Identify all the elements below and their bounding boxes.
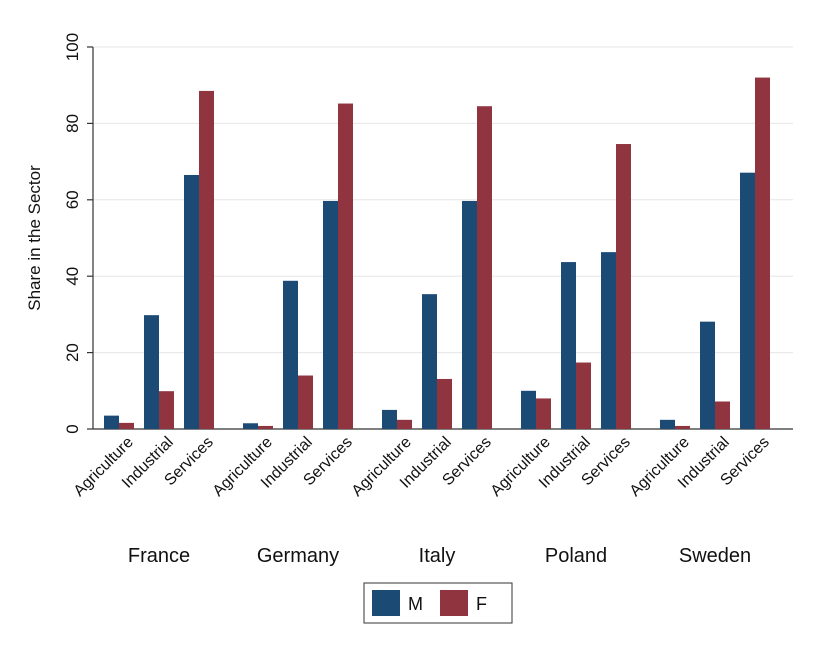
bar-poland-services-f: [616, 144, 631, 429]
category-label-sweden-agriculture: Agriculture: [627, 434, 693, 500]
bar-poland-services-m: [601, 252, 616, 429]
bar-sweden-industrial-m: [700, 321, 715, 429]
legend-swatch-m: [372, 590, 400, 616]
bar-sweden-agriculture-m: [660, 419, 675, 429]
legend-swatch-f: [440, 590, 468, 616]
bar-germany-industrial-m: [283, 280, 298, 429]
y-tick-label-60: 60: [63, 190, 82, 209]
bar-france-agriculture-f: [119, 422, 134, 429]
group-label-poland: Poland: [545, 545, 607, 567]
bar-france-agriculture-m: [104, 415, 119, 429]
bar-italy-agriculture-m: [382, 409, 397, 429]
bar-france-industrial-m: [144, 315, 159, 429]
bar-poland-agriculture-m: [521, 390, 536, 429]
y-tick-label-100: 100: [63, 33, 82, 61]
category-label-germany-agriculture: Agriculture: [210, 434, 276, 500]
bar-france-industrial-f: [159, 391, 174, 429]
bar-italy-services-f: [477, 106, 492, 430]
bar-poland-industrial-f: [576, 362, 591, 429]
bar-france-services-f: [199, 90, 214, 430]
bar-sweden-services-f: [755, 77, 770, 429]
legend-label-f: F: [476, 594, 487, 614]
legend-label-m: M: [408, 594, 423, 614]
y-tick-label-40: 40: [63, 267, 82, 286]
bar-sweden-industrial-f: [715, 401, 730, 429]
group-label-france: France: [128, 545, 190, 567]
bar-germany-agriculture-f: [258, 425, 273, 429]
bar-poland-industrial-m: [561, 262, 576, 429]
category-label-poland-agriculture: Agriculture: [488, 434, 554, 500]
bar-italy-services-m: [462, 200, 477, 429]
y-axis-title: Share in the Sector: [25, 165, 44, 311]
category-label-italy-agriculture: Agriculture: [349, 434, 415, 500]
y-tick-label-80: 80: [63, 114, 82, 133]
bar-sweden-services-m: [740, 172, 755, 430]
group-label-italy: Italy: [419, 545, 456, 567]
y-tick-label-0: 0: [63, 424, 82, 433]
bar-italy-industrial-m: [422, 294, 437, 429]
bar-france-services-m: [184, 174, 199, 429]
bar-sweden-agriculture-f: [675, 425, 690, 429]
bar-germany-services-m: [323, 200, 338, 429]
bar-italy-industrial-f: [437, 378, 452, 429]
bar-poland-agriculture-f: [536, 398, 551, 429]
y-tick-label-20: 20: [63, 343, 82, 362]
bar-germany-services-f: [338, 103, 353, 429]
group-label-germany: Germany: [257, 545, 339, 567]
bar-italy-agriculture-f: [397, 419, 412, 429]
category-label-france-agriculture: Agriculture: [71, 434, 137, 500]
bar-germany-industrial-f: [298, 375, 313, 429]
bar-germany-agriculture-m: [243, 423, 258, 429]
group-label-sweden: Sweden: [679, 545, 751, 567]
